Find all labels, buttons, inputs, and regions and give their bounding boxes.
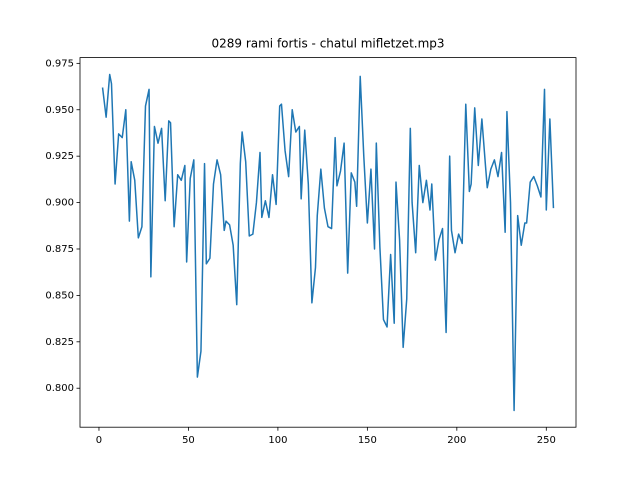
y-tick-label: 0.875 (45, 244, 74, 255)
y-tick-label: 0.850 (45, 290, 74, 301)
plot-frame (79, 57, 577, 428)
x-tick-label: 0 (96, 435, 102, 446)
x-tick-label: 200 (447, 435, 466, 446)
y-tick-label: 0.800 (45, 383, 74, 394)
y-tick-label: 0.900 (45, 198, 74, 209)
line-series (101, 73, 555, 412)
x-tick-label: 150 (358, 435, 377, 446)
y-tick-label: 0.975 (45, 58, 74, 69)
x-tick-label: 100 (268, 435, 287, 446)
x-tick-label: 250 (537, 435, 556, 446)
y-tick-label: 0.825 (45, 337, 74, 348)
chart-title: 0289 rami fortis - chatul mifletzet.mp3 (211, 37, 444, 51)
x-tick-label: 50 (182, 435, 195, 446)
y-tick-label: 0.925 (45, 151, 74, 162)
y-tick-label: 0.950 (45, 105, 74, 116)
